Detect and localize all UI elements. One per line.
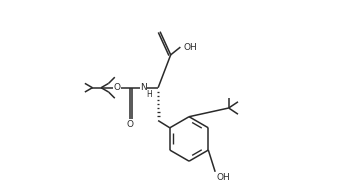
Text: O: O	[127, 120, 133, 129]
Text: H: H	[146, 90, 152, 99]
Text: OH: OH	[216, 173, 230, 182]
Text: N: N	[140, 83, 147, 92]
Text: OH: OH	[183, 43, 197, 52]
Text: O: O	[113, 83, 120, 92]
